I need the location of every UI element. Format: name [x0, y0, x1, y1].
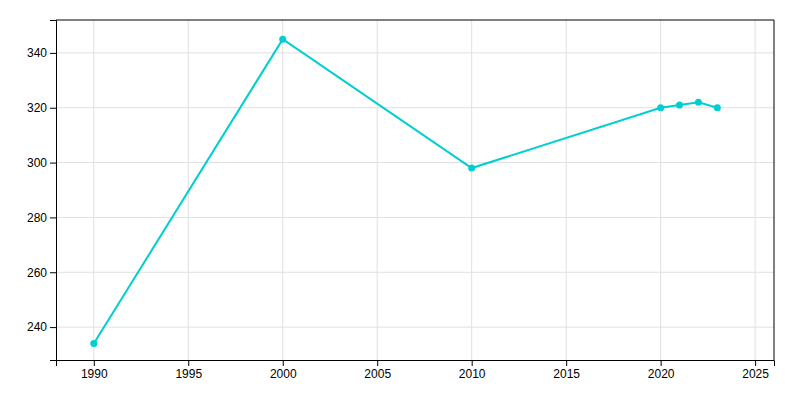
- tick-mark: [50, 53, 56, 54]
- tick: 2010: [459, 360, 486, 381]
- tick-label: 240: [27, 320, 47, 334]
- tick: 1995: [175, 360, 202, 381]
- tick-mark: [661, 360, 662, 366]
- grid-line-y: [56, 272, 774, 273]
- point: [657, 104, 664, 111]
- axis-line: [50, 21, 57, 361]
- tick: 2005: [364, 360, 391, 381]
- grid-line-x: [566, 20, 567, 360]
- tick: 340: [27, 46, 56, 60]
- y-axis: 240 260 280 300 320 340: [27, 21, 57, 361]
- tick-mark: [50, 163, 56, 164]
- tick: 260: [27, 266, 56, 280]
- grid-line-x: [282, 20, 283, 360]
- plot-frame: [774, 20, 775, 360]
- tick-label: 1995: [175, 367, 202, 381]
- point: [714, 104, 721, 111]
- tick-label: 2020: [648, 367, 675, 381]
- grid-line-x: [471, 20, 472, 360]
- tick-label: 2000: [270, 367, 297, 381]
- grid-line-x: [377, 20, 378, 360]
- tick-mark: [50, 327, 56, 328]
- tick: 2000: [270, 360, 297, 381]
- tick: 2020: [648, 360, 675, 381]
- tick-label: 300: [27, 156, 47, 170]
- point: [90, 340, 97, 347]
- chart-svg: 1990 1995 2000 2005 2010 2015 2020 2025 240 260 28…: [0, 0, 800, 400]
- axis-line: [57, 361, 775, 367]
- tick: 2015: [553, 360, 580, 381]
- grid-line-x: [755, 20, 756, 360]
- chart-container: 1990 1995 2000 2005 2010 2015 2020 2025 240 260 28…: [0, 0, 800, 400]
- tick-mark: [755, 360, 756, 366]
- tick-mark: [188, 360, 189, 366]
- tick-mark: [50, 272, 56, 273]
- tick-label: 2025: [742, 367, 769, 381]
- marks: [90, 36, 721, 347]
- tick: 280: [27, 211, 56, 225]
- grid-line-y: [56, 162, 774, 163]
- tick-mark: [283, 360, 284, 366]
- tick-label: 280: [27, 211, 47, 225]
- tick: 2025: [742, 360, 769, 381]
- tick-mark: [94, 360, 95, 366]
- tick-mark: [50, 217, 56, 218]
- point: [468, 165, 475, 172]
- tick-label: 340: [27, 46, 47, 60]
- plot-frame: [56, 20, 774, 21]
- tick-mark: [50, 108, 56, 109]
- tick-mark: [566, 360, 567, 366]
- tick-label: 260: [27, 266, 47, 280]
- point: [695, 99, 702, 106]
- tick-label: 2005: [364, 367, 391, 381]
- grid-line-x: [660, 20, 661, 360]
- tick-label: 2010: [459, 367, 486, 381]
- tick: 300: [27, 156, 56, 170]
- grid-line-x: [93, 20, 94, 360]
- tick: 240: [27, 320, 56, 334]
- grid-line-y: [56, 52, 774, 53]
- tick-label: 1990: [81, 367, 108, 381]
- tick-label: 2015: [553, 367, 580, 381]
- line: [94, 39, 718, 343]
- tick-mark: [472, 360, 473, 366]
- grid: [56, 20, 774, 360]
- x-axis: 1990 1995 2000 2005 2010 2015 2020 2025: [57, 360, 775, 381]
- tick: 320: [27, 101, 56, 115]
- tick: 1990: [81, 360, 108, 381]
- point: [279, 36, 286, 43]
- tick-mark: [377, 360, 378, 366]
- point: [676, 102, 683, 109]
- plot: 1990 1995 2000 2005 2010 2015 2020 2025 240 260 28…: [27, 20, 775, 381]
- grid-line-y: [56, 327, 774, 328]
- tick-label: 320: [27, 101, 47, 115]
- grid-line-y: [56, 217, 774, 218]
